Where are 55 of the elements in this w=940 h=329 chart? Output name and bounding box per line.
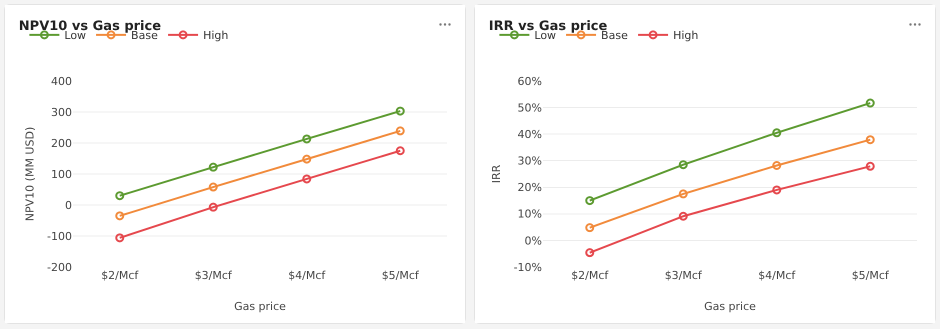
y-axis-title: NPV10 (MM USD) [24, 126, 37, 222]
point [866, 98, 875, 108]
y-tick-label: 0% [524, 234, 542, 248]
x-tick-label: $4/Mcf [758, 269, 796, 282]
x-axis-title: Gas price [704, 300, 756, 313]
y-tick-label: -100 [47, 230, 72, 243]
y-axis-title: IRR [490, 164, 504, 184]
x-tick-label: $5/Mcf [382, 269, 420, 282]
x-tick-label: $3/Mcf [664, 269, 703, 282]
y-tick-label: -200 [47, 260, 72, 274]
point [302, 154, 312, 164]
point [678, 212, 688, 221]
y-tick-label: 300 [51, 106, 72, 119]
x-tick-label: $3/Mcf [194, 269, 233, 282]
point [396, 126, 405, 136]
point [115, 233, 124, 242]
point [115, 191, 124, 200]
point [585, 196, 594, 206]
point [208, 202, 218, 212]
y-tick-label: 400 [51, 74, 72, 88]
point [678, 160, 688, 170]
x-tick-label: $5/Mcf [852, 269, 890, 282]
y-tick-label: 10% [518, 208, 542, 221]
point [302, 174, 312, 184]
point [115, 211, 124, 220]
point [866, 162, 875, 171]
point [866, 135, 875, 144]
y-tick-label: 200 [51, 136, 72, 150]
y-tick-label: 0 [65, 198, 72, 212]
legend-label: Base [601, 29, 628, 42]
point [302, 134, 312, 144]
legend-label: Base [131, 29, 158, 42]
y-tick-label: 40% [518, 128, 542, 141]
point [678, 189, 688, 198]
legend-label: High [203, 29, 228, 42]
point [772, 161, 782, 170]
y-tick-label: 100 [51, 168, 72, 181]
point [208, 182, 218, 192]
y-tick-label: 20% [518, 181, 542, 194]
point [208, 162, 218, 172]
y-tick-label: -10% [514, 260, 542, 274]
y-tick-label: 50% [518, 101, 542, 114]
point [396, 106, 405, 116]
legend-label: High [673, 29, 698, 42]
point [772, 128, 782, 138]
x-tick-label: $2/Mcf [571, 269, 610, 282]
x-axis-title: Gas price [234, 300, 286, 313]
y-tick-label: 30% [518, 154, 542, 168]
y-tick-label: 60% [518, 74, 542, 88]
point [585, 223, 594, 232]
x-tick-label: $2/Mcf [101, 269, 140, 282]
point [772, 185, 782, 194]
point [585, 248, 594, 258]
point [396, 146, 405, 156]
x-tick-label: $4/Mcf [288, 269, 326, 282]
